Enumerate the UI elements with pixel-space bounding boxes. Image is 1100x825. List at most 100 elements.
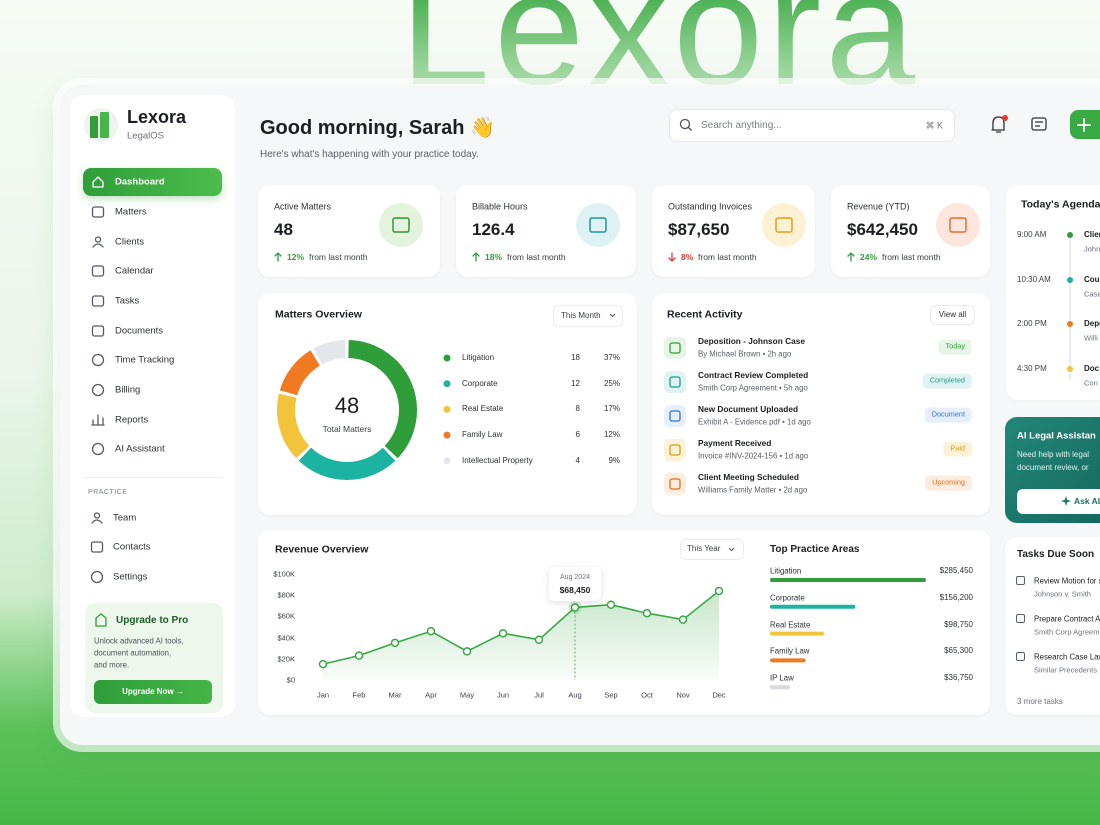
card-title: Recent Activity: [667, 308, 743, 321]
product-name: LegalOS: [127, 130, 164, 142]
card-title: Revenue Overview: [275, 543, 369, 556]
agenda-title: Depo: [1084, 319, 1100, 329]
nav-item[interactable]: Dashboard: [115, 176, 165, 188]
search-shortcut: ⌘ K: [925, 120, 943, 131]
task-checkbox[interactable]: [1016, 576, 1025, 585]
kpi-label: Billable Hours: [472, 201, 528, 212]
nav-item[interactable]: Matters: [115, 206, 147, 218]
task-subtitle: Johnson v. Smith: [1034, 589, 1091, 599]
agenda-subtitle: John: [1084, 244, 1100, 254]
period-dropdown[interactable]: [553, 305, 623, 327]
x-tick-label: Oct: [641, 690, 653, 700]
donut-total: 48: [334, 392, 360, 418]
nav-item-active[interactable]: [83, 168, 222, 196]
kpi-note: from last month: [882, 251, 941, 262]
agenda-subtitle: Con: [1084, 378, 1098, 388]
view-all-label[interactable]: View all: [938, 310, 967, 320]
kpi-change: 24%: [860, 251, 878, 262]
greeting: Good morning, Sarah 👋: [260, 117, 495, 139]
kpi-change: 18%: [485, 251, 503, 262]
legend-count: 12: [571, 378, 580, 388]
search-box[interactable]: [669, 109, 955, 142]
activity-icon: [664, 337, 686, 359]
agenda-subtitle: Case: [1084, 289, 1100, 299]
ask-ai-button[interactable]: [1017, 489, 1100, 514]
upgrade-button-label[interactable]: Upgrade Now →: [122, 687, 184, 697]
upgrade-button[interactable]: [94, 680, 212, 704]
view-all-button[interactable]: [930, 305, 975, 325]
legend-label: Real Estate: [462, 404, 504, 414]
activity-detail: Smith Corp Agreement • 5h ago: [698, 383, 808, 393]
activity-detail: By Michael Brown • 2h ago: [698, 349, 792, 359]
activity-icon: [664, 405, 686, 427]
agenda-subtitle: Willi: [1084, 333, 1098, 343]
x-tick-label: May: [459, 690, 475, 700]
add-button[interactable]: [1070, 110, 1100, 139]
nav-item[interactable]: Tasks: [115, 295, 140, 307]
task-title: Review Motion for s: [1034, 576, 1100, 586]
nav-item[interactable]: Team: [113, 512, 137, 524]
nav-item[interactable]: Documents: [115, 325, 164, 337]
brand-name: Lexora: [127, 107, 187, 128]
legend-label: Litigation: [462, 353, 495, 363]
greeting-subtitle: Here's what's happening with your practi…: [260, 149, 479, 160]
kpi-value: 48: [274, 219, 293, 239]
x-tick-label: Aug: [568, 690, 582, 700]
x-tick-label: Jul: [534, 690, 544, 700]
nav-item[interactable]: AI Assistant: [115, 443, 165, 455]
task-checkbox[interactable]: [1016, 614, 1025, 623]
x-tick-label: Mar: [388, 690, 402, 700]
card-title: Today's Agenda: [1021, 198, 1100, 211]
y-tick-label: $80K: [277, 590, 295, 600]
practice-value: $65,300: [944, 646, 973, 656]
nav-item[interactable]: Billing: [115, 384, 141, 396]
agenda-time: 4:30 PM: [1017, 364, 1047, 374]
period-dropdown[interactable]: [680, 539, 744, 560]
period-label[interactable]: This Year: [687, 544, 721, 554]
nav-item[interactable]: Contacts: [113, 541, 151, 553]
kpi-change: 8%: [681, 251, 694, 262]
nav-item[interactable]: Settings: [113, 571, 148, 583]
upgrade-title: Upgrade to Pro: [116, 615, 189, 626]
search-placeholder: Search anything...: [701, 120, 782, 131]
task-subtitle: Similar Precedents: [1034, 665, 1097, 675]
y-tick-label: $100K: [273, 569, 295, 579]
practice-name: Family Law: [770, 646, 810, 656]
nav-item[interactable]: Reports: [115, 414, 149, 426]
x-tick-label: Sep: [604, 690, 618, 700]
agenda-title: Clien: [1084, 230, 1100, 240]
activity-title: New Document Uploaded: [698, 404, 799, 415]
activity-title: Payment Received: [698, 438, 772, 449]
status-badge: Today: [938, 339, 972, 355]
status-badge: Paid: [943, 441, 972, 457]
kpi-value: $642,450: [847, 219, 918, 239]
ask-ai-label[interactable]: Ask AI: [1074, 495, 1100, 506]
nav-item[interactable]: Clients: [115, 236, 145, 248]
agenda-time: 2:00 PM: [1017, 319, 1047, 329]
task-title: Prepare Contract A: [1034, 614, 1100, 624]
practice-name: Real Estate: [770, 619, 811, 629]
y-tick-label: $20K: [277, 654, 295, 664]
nav-item[interactable]: Time Tracking: [115, 354, 175, 366]
practice-value: $285,450: [939, 566, 973, 576]
practice-value: $36,750: [944, 673, 973, 683]
task-checkbox[interactable]: [1016, 652, 1025, 661]
activity-title: Client Meeting Scheduled: [698, 472, 799, 483]
activity-icon: [664, 473, 686, 495]
legend-percent: 9%: [608, 456, 620, 465]
agenda-time: 10:30 AM: [1017, 275, 1051, 285]
y-tick-label: $0: [286, 675, 295, 685]
nav-item[interactable]: Calendar: [115, 265, 154, 277]
ai-text: document review, or: [1017, 463, 1089, 473]
practice-value: $156,200: [939, 593, 973, 602]
ai-text: Need help with legal: [1017, 450, 1090, 460]
kpi-note: from last month: [507, 251, 566, 262]
legend-percent: 12%: [603, 430, 620, 440]
divider: [83, 477, 223, 478]
upgrade-text: document automation,: [94, 648, 172, 658]
kpi-label: Revenue (YTD): [847, 201, 910, 212]
period-label[interactable]: This Month: [561, 311, 601, 321]
more-tasks[interactable]: 3 more tasks: [1017, 697, 1063, 707]
revenue-card: [258, 530, 990, 715]
